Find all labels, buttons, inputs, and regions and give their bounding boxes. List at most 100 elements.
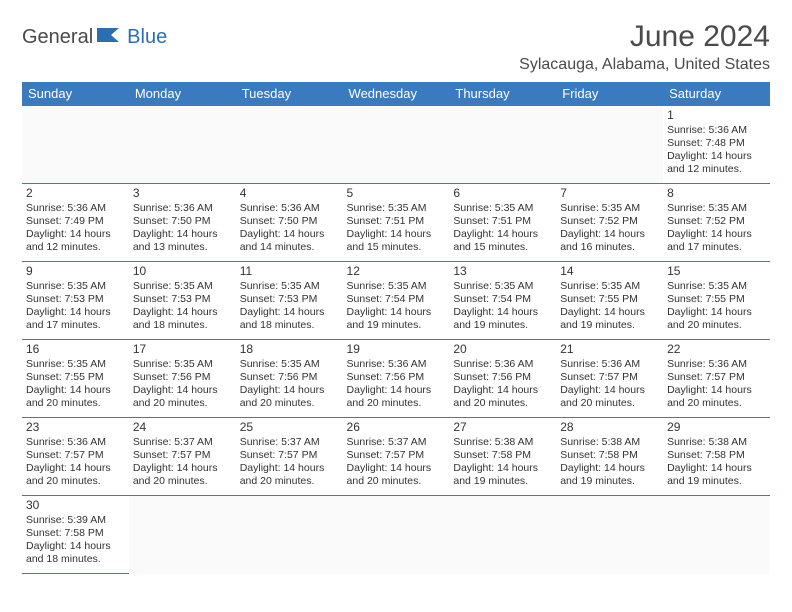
daylight-text: Daylight: 14 hours and 17 minutes. (667, 228, 766, 254)
calendar-cell: 13Sunrise: 5:35 AMSunset: 7:54 PMDayligh… (449, 262, 556, 340)
daylight-text: Daylight: 14 hours and 19 minutes. (560, 462, 659, 488)
day-number: 10 (133, 264, 232, 279)
weekday-wednesday: Wednesday (343, 82, 450, 106)
daylight-text: Daylight: 14 hours and 20 minutes. (26, 462, 125, 488)
calendar-cell: 7Sunrise: 5:35 AMSunset: 7:52 PMDaylight… (556, 184, 663, 262)
sunrise-text: Sunrise: 5:35 AM (133, 358, 232, 371)
calendar-row: 9Sunrise: 5:35 AMSunset: 7:53 PMDaylight… (22, 262, 770, 340)
sunset-text: Sunset: 7:58 PM (560, 449, 659, 462)
sunset-text: Sunset: 7:53 PM (133, 293, 232, 306)
sunrise-text: Sunrise: 5:35 AM (667, 202, 766, 215)
day-number: 1 (667, 108, 766, 123)
weekday-header-row: Sunday Monday Tuesday Wednesday Thursday… (22, 82, 770, 106)
day-number: 7 (560, 186, 659, 201)
day-number: 28 (560, 420, 659, 435)
day-number: 18 (240, 342, 339, 357)
calendar-cell: 9Sunrise: 5:35 AMSunset: 7:53 PMDaylight… (22, 262, 129, 340)
sunset-text: Sunset: 7:48 PM (667, 137, 766, 150)
calendar-cell: 29Sunrise: 5:38 AMSunset: 7:58 PMDayligh… (663, 418, 770, 496)
sunrise-text: Sunrise: 5:36 AM (240, 202, 339, 215)
sunrise-text: Sunrise: 5:38 AM (560, 436, 659, 449)
sunset-text: Sunset: 7:55 PM (26, 371, 125, 384)
sunrise-text: Sunrise: 5:36 AM (560, 358, 659, 371)
daylight-text: Daylight: 14 hours and 20 minutes. (133, 462, 232, 488)
sunset-text: Sunset: 7:57 PM (240, 449, 339, 462)
day-number: 23 (26, 420, 125, 435)
sunrise-text: Sunrise: 5:36 AM (347, 358, 446, 371)
calendar-row: 23Sunrise: 5:36 AMSunset: 7:57 PMDayligh… (22, 418, 770, 496)
day-number: 17 (133, 342, 232, 357)
daylight-text: Daylight: 14 hours and 12 minutes. (667, 150, 766, 176)
calendar-cell: 26Sunrise: 5:37 AMSunset: 7:57 PMDayligh… (343, 418, 450, 496)
weekday-friday: Friday (556, 82, 663, 106)
sunrise-text: Sunrise: 5:38 AM (667, 436, 766, 449)
daylight-text: Daylight: 14 hours and 16 minutes. (560, 228, 659, 254)
sunset-text: Sunset: 7:55 PM (667, 293, 766, 306)
calendar-cell (449, 496, 556, 574)
sunset-text: Sunset: 7:57 PM (133, 449, 232, 462)
calendar-cell (22, 106, 129, 184)
calendar-cell (663, 496, 770, 574)
sunset-text: Sunset: 7:51 PM (347, 215, 446, 228)
calendar-cell: 30Sunrise: 5:39 AMSunset: 7:58 PMDayligh… (22, 496, 129, 574)
calendar-row: 1Sunrise: 5:36 AMSunset: 7:48 PMDaylight… (22, 106, 770, 184)
calendar-cell: 20Sunrise: 5:36 AMSunset: 7:56 PMDayligh… (449, 340, 556, 418)
calendar-cell (129, 106, 236, 184)
sunrise-text: Sunrise: 5:35 AM (347, 202, 446, 215)
calendar-cell: 6Sunrise: 5:35 AMSunset: 7:51 PMDaylight… (449, 184, 556, 262)
sunset-text: Sunset: 7:57 PM (26, 449, 125, 462)
sunrise-text: Sunrise: 5:35 AM (667, 280, 766, 293)
daylight-text: Daylight: 14 hours and 20 minutes. (347, 384, 446, 410)
daylight-text: Daylight: 14 hours and 18 minutes. (133, 306, 232, 332)
calendar-cell (449, 106, 556, 184)
sunrise-text: Sunrise: 5:36 AM (667, 124, 766, 137)
day-number: 25 (240, 420, 339, 435)
sunrise-text: Sunrise: 5:37 AM (347, 436, 446, 449)
calendar-table: Sunday Monday Tuesday Wednesday Thursday… (22, 82, 770, 574)
day-number: 15 (667, 264, 766, 279)
sunrise-text: Sunrise: 5:36 AM (667, 358, 766, 371)
weekday-monday: Monday (129, 82, 236, 106)
calendar-body: 1Sunrise: 5:36 AMSunset: 7:48 PMDaylight… (22, 106, 770, 574)
calendar-cell: 3Sunrise: 5:36 AMSunset: 7:50 PMDaylight… (129, 184, 236, 262)
day-number: 16 (26, 342, 125, 357)
daylight-text: Daylight: 14 hours and 19 minutes. (453, 306, 552, 332)
calendar-cell: 25Sunrise: 5:37 AMSunset: 7:57 PMDayligh… (236, 418, 343, 496)
calendar-cell: 10Sunrise: 5:35 AMSunset: 7:53 PMDayligh… (129, 262, 236, 340)
calendar-cell (236, 496, 343, 574)
calendar-cell: 14Sunrise: 5:35 AMSunset: 7:55 PMDayligh… (556, 262, 663, 340)
daylight-text: Daylight: 14 hours and 19 minutes. (453, 462, 552, 488)
sunset-text: Sunset: 7:52 PM (667, 215, 766, 228)
day-number: 24 (133, 420, 232, 435)
sunrise-text: Sunrise: 5:37 AM (133, 436, 232, 449)
sunset-text: Sunset: 7:56 PM (240, 371, 339, 384)
day-number: 30 (26, 498, 125, 513)
logo-text-blue: Blue (127, 26, 167, 49)
daylight-text: Daylight: 14 hours and 14 minutes. (240, 228, 339, 254)
sunrise-text: Sunrise: 5:35 AM (240, 280, 339, 293)
day-number: 2 (26, 186, 125, 201)
sunrise-text: Sunrise: 5:35 AM (560, 202, 659, 215)
day-number: 6 (453, 186, 552, 201)
sunrise-text: Sunrise: 5:35 AM (26, 358, 125, 371)
daylight-text: Daylight: 14 hours and 15 minutes. (347, 228, 446, 254)
day-number: 26 (347, 420, 446, 435)
calendar-cell (343, 106, 450, 184)
sunset-text: Sunset: 7:55 PM (560, 293, 659, 306)
daylight-text: Daylight: 14 hours and 20 minutes. (133, 384, 232, 410)
sunset-text: Sunset: 7:54 PM (453, 293, 552, 306)
calendar-cell: 17Sunrise: 5:35 AMSunset: 7:56 PMDayligh… (129, 340, 236, 418)
daylight-text: Daylight: 14 hours and 18 minutes. (26, 540, 125, 566)
sunrise-text: Sunrise: 5:36 AM (453, 358, 552, 371)
calendar-cell: 24Sunrise: 5:37 AMSunset: 7:57 PMDayligh… (129, 418, 236, 496)
day-number: 8 (667, 186, 766, 201)
sunset-text: Sunset: 7:52 PM (560, 215, 659, 228)
calendar-cell: 11Sunrise: 5:35 AMSunset: 7:53 PMDayligh… (236, 262, 343, 340)
weekday-saturday: Saturday (663, 82, 770, 106)
sunset-text: Sunset: 7:56 PM (453, 371, 552, 384)
sunrise-text: Sunrise: 5:38 AM (453, 436, 552, 449)
sunset-text: Sunset: 7:58 PM (667, 449, 766, 462)
sunrise-text: Sunrise: 5:35 AM (347, 280, 446, 293)
sunset-text: Sunset: 7:53 PM (240, 293, 339, 306)
sunrise-text: Sunrise: 5:35 AM (26, 280, 125, 293)
